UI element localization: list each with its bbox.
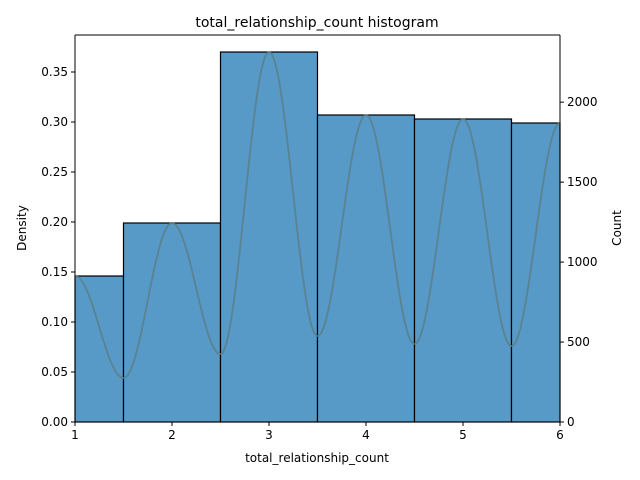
y-tick-label: 0.10 xyxy=(41,315,68,329)
x-tick-label: 6 xyxy=(556,428,564,442)
y-tick-label: 0.30 xyxy=(41,115,68,129)
x-tick-label: 2 xyxy=(168,428,176,442)
kde-curve xyxy=(74,51,561,379)
y2-tick-label: 0 xyxy=(567,415,575,429)
histogram-bar-5 xyxy=(413,118,513,423)
histogram-bar-4 xyxy=(316,114,416,423)
axes-group: 1 2 3 4 5 6 0.00 0.05 0.10 0.15 0.20 0.25 0.30 0.35 0 5… xyxy=(41,34,598,442)
x-tick-label: 3 xyxy=(265,428,273,442)
y-tick-label: 0.15 xyxy=(41,265,68,279)
y2-axis-label: Count xyxy=(610,210,624,246)
histogram-bar-3 xyxy=(219,51,319,423)
chart-title: total_relationship_count histogram xyxy=(195,15,438,31)
y-tick-label: 0.20 xyxy=(41,215,68,229)
y-tick-label: 0.35 xyxy=(41,65,68,79)
x-tick-label: 1 xyxy=(71,428,79,442)
y2-tick-label: 2000 xyxy=(567,95,598,109)
histogram-bar-2 xyxy=(122,222,222,423)
y2-tick-label: 1000 xyxy=(567,255,598,269)
y2-tick-label: 500 xyxy=(567,335,590,349)
y-tick-label: 0.05 xyxy=(41,365,68,379)
y-tick-label: 0.00 xyxy=(41,415,68,429)
y2-tick-label: 1500 xyxy=(567,175,598,189)
histogram-bar-6 xyxy=(510,122,561,423)
x-axis-label: total_relationship_count xyxy=(245,451,389,465)
x-tick-label: 4 xyxy=(362,428,370,442)
x-tick-label: 5 xyxy=(459,428,467,442)
y-axis-label: Density xyxy=(15,205,29,251)
histogram-bar-1 xyxy=(74,275,125,423)
y-tick-label: 0.25 xyxy=(41,165,68,179)
